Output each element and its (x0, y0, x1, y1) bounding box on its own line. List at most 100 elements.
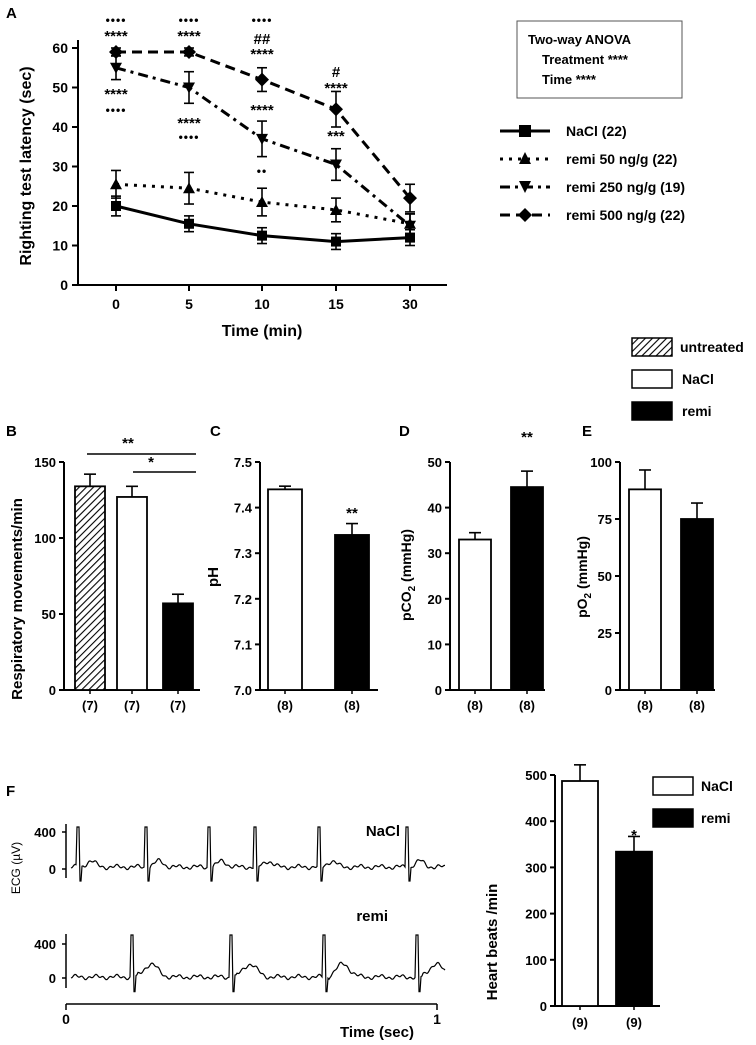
annotation-text: •••• (106, 103, 127, 117)
annotation-text: ## (254, 31, 271, 48)
bar-chart-e-y-axis-label: pO2 (mmHg) (574, 536, 594, 618)
legend-label-remi: remi (682, 403, 712, 419)
legend-label-untreated: untreated (680, 339, 744, 355)
annotation-text: •••• (106, 13, 127, 27)
data-point-triangle-up (183, 182, 195, 194)
anova-title: Two-way ANOVA (528, 32, 632, 47)
bar-chart-e: pO2 (mmHg) 0 25 50 75 100 (8) (8) (574, 455, 715, 713)
y-tick-label: 50 (52, 80, 68, 96)
bar (267, 488, 303, 691)
y-tick-label: 30 (52, 159, 68, 175)
n-label: (8) (689, 698, 705, 713)
bar-legend-f: NaCl remi (652, 776, 733, 828)
panel-label-c: C (210, 423, 221, 440)
y-tick-label: 7.4 (234, 501, 253, 516)
data-point-square (184, 218, 194, 229)
data-point-triangle-down (183, 82, 195, 94)
bar (615, 850, 653, 1007)
bar-chart-d: pCO2 (mmHg) 0 10 20 30 40 50 (8) (8) ** (398, 429, 545, 713)
y-tick-label: 0 (49, 683, 56, 698)
n-label: (8) (519, 698, 535, 713)
y-tick-label: 7.0 (234, 683, 252, 698)
significance-label: ** (521, 429, 533, 446)
significance-label: ** (122, 435, 134, 452)
y-tick-label: 20 (52, 198, 68, 214)
data-point-diamond (403, 191, 417, 206)
y-tick-label: 50 (428, 455, 442, 470)
ecg-tick-label: 0 (49, 862, 56, 877)
bar-chart-b-y-axis-label: Respiratory movements/min (9, 498, 26, 700)
y-tick-label: 100 (34, 531, 56, 546)
annotation-text: •••• (179, 13, 200, 27)
y-tick-label: 10 (428, 637, 442, 652)
ecg-tick-label: 400 (34, 825, 56, 840)
legend-label: remi 500 ng/g (22) (566, 207, 685, 223)
bar-chart-c-y-axis-label: pH (205, 567, 222, 587)
y-tick-label: 500 (525, 768, 547, 783)
ecg-trace-remi (70, 934, 446, 993)
y-tick-label: 40 (52, 119, 68, 135)
data-point-triangle-up (256, 196, 268, 208)
x-tick-label: 30 (402, 296, 418, 312)
significance-brackets: ** * (87, 435, 196, 473)
significance-label: * (631, 827, 637, 844)
bar (510, 486, 544, 691)
annotation-text: *** (327, 128, 345, 145)
y-tick-label: 7.3 (234, 546, 252, 561)
y-tick-label: 40 (428, 501, 442, 516)
legend-label-nacl: NaCl (682, 371, 714, 387)
data-point-diamond (329, 102, 343, 117)
white-swatch-icon (652, 776, 694, 796)
hatched-swatch-icon (631, 337, 673, 357)
square-marker-icon (519, 125, 531, 137)
n-label: (9) (572, 1015, 588, 1030)
annotation-text: **** (104, 86, 128, 103)
annotation-text: •• (257, 164, 267, 178)
y-tick-label: 50 (42, 607, 56, 622)
bar-chart-c: pH 7.0 7.1 7.2 7.3 7.4 7.5 (8) (8) ** (205, 455, 378, 713)
n-label: (7) (170, 698, 186, 713)
annotation-text: •••• (179, 130, 200, 144)
black-swatch-icon (631, 401, 673, 421)
significance-label: ** (346, 505, 358, 522)
y-tick-label: 400 (525, 814, 547, 829)
panel-label-f: F (6, 783, 15, 800)
line-chart-a-x-axis-label: Time (min) (222, 323, 303, 340)
bar-legend-top: untreated NaCl remi (631, 337, 744, 421)
ecg-traces: ECG (µV) NaCl remi 400 0 400 0 0 1 Time … (9, 823, 446, 1041)
bar-chart-d-y-axis-label: pCO2 (mmHg) (398, 529, 418, 621)
data-point-triangle-down (330, 159, 342, 171)
data-point-triangle-up (110, 178, 122, 190)
n-label: (7) (124, 698, 140, 713)
bar (334, 534, 370, 691)
bar-chart-f: Heart beats /min 0 100 200 300 400 500 (9) (9) * (484, 764, 660, 1030)
y-tick-label: 7.2 (234, 592, 252, 607)
y-tick-label: 0 (540, 999, 547, 1014)
legend-label-nacl: NaCl (701, 778, 733, 794)
annotation-text: **** (250, 46, 274, 63)
panel-label-a: A (6, 5, 17, 22)
bar (561, 780, 599, 1007)
data-point-square (257, 230, 267, 241)
bar (628, 488, 662, 691)
x-tick-label: 5 (185, 296, 193, 312)
data-point-square (111, 201, 121, 211)
ecg-y-axis-label: ECG (µV) (9, 842, 23, 894)
ecg-trace-nacl (70, 826, 446, 882)
bar (680, 518, 714, 691)
data-point-triangle-down (110, 62, 122, 74)
triangle-up-marker-icon (519, 152, 531, 164)
legend-label-remi: remi (701, 810, 731, 826)
ecg-x-axis-label: Time (sec) (340, 1024, 414, 1041)
data-point-square (331, 236, 341, 247)
ecg-tick-label: 0 (49, 971, 56, 986)
legend-item: remi 500 ng/g (22) (500, 207, 685, 223)
bar (74, 485, 106, 691)
annotation-text: •••• (252, 13, 273, 27)
y-tick-label: 75 (598, 512, 612, 527)
annotation-text: **** (177, 115, 201, 132)
anova-box: Two-way ANOVA Treatment **** Time **** (516, 20, 683, 99)
ecg-tick-label: 400 (34, 937, 56, 952)
anova-box-frame (516, 20, 683, 99)
n-label: (8) (637, 698, 653, 713)
